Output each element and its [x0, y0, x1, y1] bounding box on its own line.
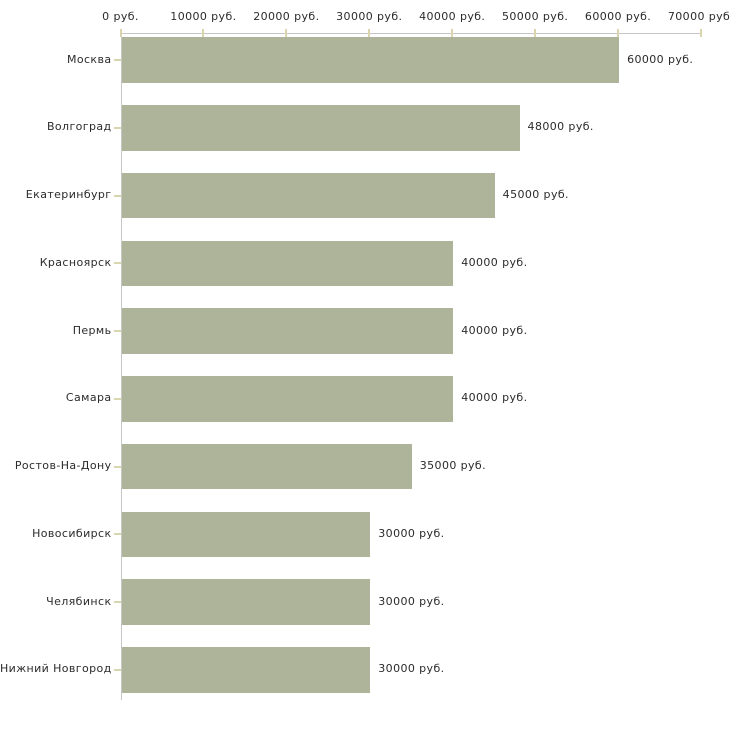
- value-label: 48000 руб.: [527, 120, 594, 134]
- y-axis-tick: [113, 397, 121, 400]
- y-axis-tick: [113, 668, 121, 671]
- category-label: Красноярск: [39, 255, 112, 269]
- category-label: Челябинск: [46, 594, 112, 608]
- y-axis-tick: [113, 601, 121, 604]
- value-label: 30000 руб.: [378, 662, 445, 676]
- y-axis-tick: [113, 465, 121, 468]
- x-axis-tick: [617, 29, 620, 37]
- x-axis-tick: [285, 29, 288, 37]
- y-axis-tick: [113, 126, 121, 129]
- value-label: 30000 руб.: [378, 526, 445, 540]
- x-axis-tick: [534, 29, 537, 37]
- x-axis-tick-label: 50000 руб.: [502, 10, 569, 23]
- bar-1: [121, 37, 620, 83]
- category-label: Новосибирск: [32, 526, 112, 540]
- bar-8: [121, 511, 371, 558]
- category-label: Екатеринбург: [25, 188, 112, 202]
- category-label: Москва: [66, 52, 112, 66]
- x-axis-line: [120, 33, 702, 34]
- value-label: 40000 руб.: [461, 391, 528, 405]
- value-label: 35000 руб.: [419, 459, 487, 473]
- x-axis-tick: [451, 29, 454, 37]
- category-label: Самара: [65, 391, 112, 405]
- category-label: Ростов-На-Дону: [14, 459, 112, 473]
- category-label: Нижний Новгород: [0, 662, 112, 676]
- y-axis-tick: [113, 262, 121, 265]
- x-axis-tick: [700, 29, 702, 37]
- value-label: 30000 руб.: [378, 594, 445, 608]
- value-label: 40000 руб.: [461, 255, 528, 269]
- x-axis-tick: [202, 29, 205, 37]
- x-axis-tick-label: 40000 руб.: [419, 10, 486, 23]
- x-axis-tick: [368, 29, 371, 37]
- value-label: 40000 руб.: [461, 323, 528, 337]
- bar-9: [121, 579, 371, 625]
- bar-2: [121, 105, 520, 151]
- category-label: Волгоград: [46, 120, 112, 134]
- bar-4: [121, 240, 454, 287]
- y-axis-tick: [113, 330, 121, 333]
- x-axis-tick-label: 70000 руб.: [667, 10, 730, 23]
- bar-7: [121, 443, 412, 490]
- x-axis-tick-label: 0 руб.: [102, 10, 139, 23]
- x-axis-tick-label: 60000 руб.: [584, 10, 652, 23]
- x-axis-tick: [119, 29, 122, 37]
- bar-10: [121, 647, 371, 693]
- value-label: 60000 руб.: [627, 52, 694, 66]
- x-axis-tick-label: 20000 руб.: [253, 10, 320, 23]
- x-axis-tick-label: 30000 руб.: [336, 10, 403, 23]
- value-label: 45000 руб.: [502, 188, 569, 202]
- bar-3: [121, 172, 495, 219]
- y-axis-line: [120, 33, 122, 700]
- bar-6: [121, 376, 454, 422]
- y-axis-tick: [113, 533, 121, 536]
- bar-5: [121, 308, 454, 354]
- x-axis-tick-label: 10000 руб.: [170, 10, 237, 23]
- y-axis-tick: [113, 194, 121, 197]
- y-axis-tick: [113, 59, 121, 62]
- category-label: Пермь: [72, 323, 112, 337]
